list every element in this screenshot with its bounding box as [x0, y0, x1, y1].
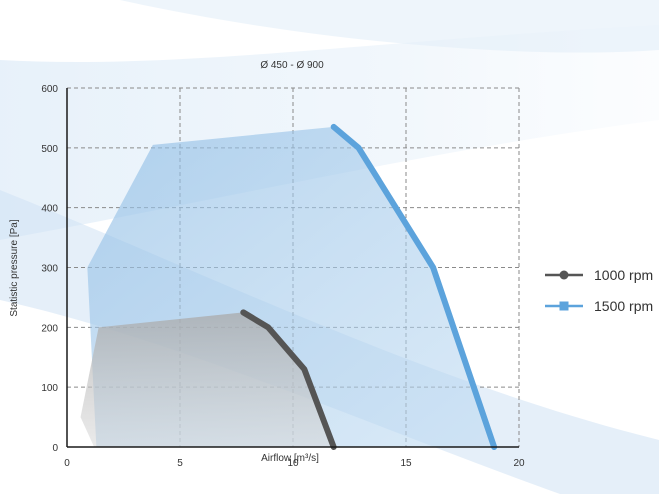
x-tick-label: 0 — [64, 458, 70, 469]
y-tick-label: 200 — [41, 323, 58, 334]
x-tick-label: 20 — [513, 458, 525, 469]
x-axis-title: Airflow [m³/s] — [261, 453, 319, 464]
operating-areas — [80, 126, 495, 448]
legend-item-1500-rpm[interactable]: 1500 rpm — [545, 298, 653, 314]
legend: 1000 rpm 1500 rpm — [545, 267, 653, 314]
operating-area-1000-rpm — [80, 312, 334, 447]
x-tick-labels: 0 5 10 15 20 — [64, 458, 525, 469]
legend-marker-square-icon — [559, 301, 569, 311]
legend-item-1000-rpm[interactable]: 1000 rpm — [545, 267, 653, 283]
x-tick-label: 15 — [400, 458, 412, 469]
y-axis-title: Statistic pressure [Pa] — [9, 219, 20, 316]
y-tick-label: 100 — [41, 383, 58, 394]
y-tick-label: 600 — [41, 84, 58, 95]
y-tick-labels: 0 100 200 300 400 500 600 — [41, 84, 58, 454]
fan-curves — [240, 123, 498, 450]
y-tick-label: 400 — [41, 204, 58, 215]
axes — [66, 88, 519, 448]
curve-1000-rpm — [240, 309, 337, 450]
x-tick-label: 10 — [287, 458, 299, 469]
legend-label-1500-rpm: 1500 rpm — [594, 298, 653, 314]
x-tick-label: 5 — [177, 458, 183, 469]
y-tick-label: 300 — [41, 264, 58, 275]
y-tick-label: 0 — [52, 443, 58, 454]
legend-marker-circle-icon — [559, 270, 569, 280]
curve-1500-rpm — [330, 123, 498, 450]
y-tick-label: 500 — [41, 144, 58, 155]
chart-title: Ø 450 - Ø 900 — [260, 60, 324, 71]
legend-label-1000-rpm: 1000 rpm — [594, 267, 653, 283]
